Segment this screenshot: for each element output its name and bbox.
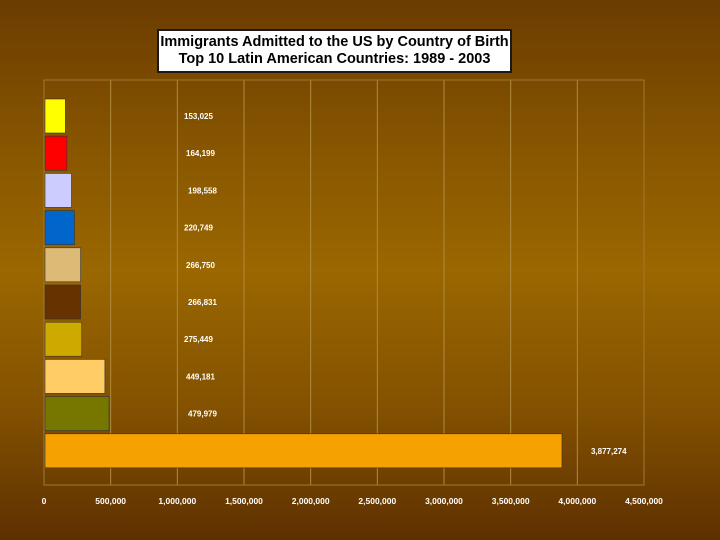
x-tick-label: 4,500,000 — [625, 496, 663, 506]
x-tick-label: 0 — [42, 496, 47, 506]
bar-value-label: 449,181 — [186, 372, 215, 381]
bar-value-label: 266,750 — [186, 261, 215, 270]
bar-value-label: 479,979 — [188, 410, 217, 419]
bar-value-label: 3,877,274 — [591, 447, 627, 456]
bar — [44, 433, 563, 469]
x-axis-tick-labels: 0 500,000 1,000,000 1,500,000 2,000,000 2,500… — [42, 496, 664, 506]
chart-subtitle: Top 10 Latin American Countries: 1989 - … — [178, 51, 491, 67]
bar-value-label: 198,558 — [188, 186, 217, 195]
x-tick-label: 1,000,000 — [158, 496, 196, 506]
bar — [44, 396, 110, 431]
bar-value-label: 153,025 — [184, 112, 213, 121]
bar — [44, 284, 81, 320]
plot-area-frame — [43, 79, 645, 486]
gridlines — [110, 80, 578, 485]
bar — [44, 321, 83, 357]
bar — [44, 98, 66, 134]
x-tick-label: 4,000,000 — [558, 496, 596, 506]
bar — [44, 135, 68, 171]
x-tick-label: 3,500,000 — [492, 496, 530, 506]
bar-value-label: 266,831 — [188, 298, 217, 307]
bar-value-labels: 153,025 164,199 198,558 220,749 266,750 266,8… — [184, 112, 627, 456]
bars — [44, 98, 563, 469]
bar — [44, 359, 106, 394]
x-tick-label: 2,500,000 — [358, 496, 396, 506]
bar-value-label: 220,749 — [184, 224, 213, 233]
bar-value-label: 275,449 — [184, 335, 213, 344]
x-tick-label: 500,000 — [95, 496, 126, 506]
bar — [44, 173, 72, 208]
chart-title-box: Immigrants Admitted to the US by Country… — [157, 29, 512, 73]
bar — [44, 210, 75, 245]
x-tick-label: 3,000,000 — [425, 496, 463, 506]
x-tick-label: 1,500,000 — [225, 496, 263, 506]
bar-value-label: 164,199 — [186, 149, 215, 158]
chart-title: Immigrants Admitted to the US by Country… — [160, 34, 509, 50]
x-tick-label: 2,000,000 — [292, 496, 330, 506]
bar — [44, 247, 81, 283]
